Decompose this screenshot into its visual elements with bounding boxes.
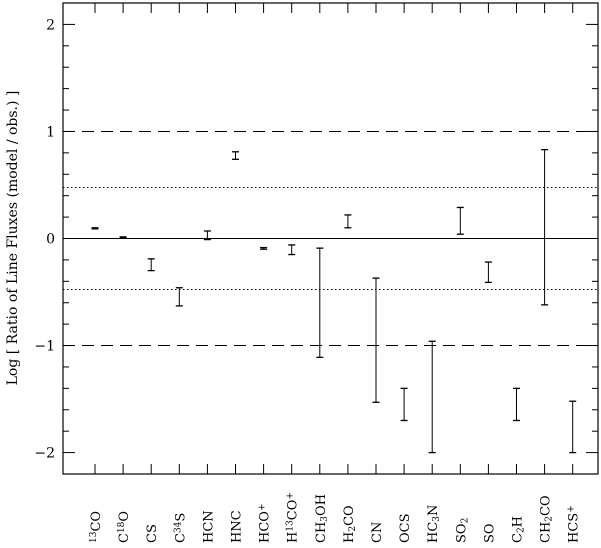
x-tick-label: CH2CO — [539, 495, 555, 543]
y-axis-label: Log [ Ratio of Line Fluxes (model / obs.… — [5, 91, 21, 386]
y-tick-label: 0 — [46, 232, 55, 248]
x-axis-labels: 13CO C18O CS C34S HCN HNC HCO+ H13CO+ CH3OH H2CO C… — [89, 492, 582, 543]
error-bar-ocs — [400, 387, 408, 422]
y-tick-label: 2 — [46, 17, 55, 33]
x-tick-label: HC3N — [426, 505, 442, 543]
x-tick-label: H13CO+ — [286, 492, 301, 543]
x-tick-label: CH3OH — [314, 494, 330, 543]
error-bar-ch2co — [541, 149, 549, 306]
x-tick-label: C2H — [511, 516, 527, 543]
error-bars — [91, 149, 577, 454]
error-bar-hc3n — [428, 340, 436, 454]
error-bar-so — [484, 261, 492, 284]
x-tick-label: HCN — [201, 510, 216, 543]
error-bar-c2h — [513, 387, 520, 422]
error-bar-hcs- — [569, 400, 577, 454]
x-tick-label: HCS+ — [567, 505, 582, 543]
error-bar-hnc — [232, 151, 239, 160]
error-bar-c34s — [175, 287, 183, 307]
y-tick-label: 1 — [46, 124, 55, 140]
error-bar-cn — [372, 277, 380, 403]
y-axis-ticks: 2 1 0 −1 −2 — [34, 2, 598, 475]
x-tick-label: SO — [482, 523, 497, 543]
error-bar-ch3oh — [316, 247, 324, 358]
x-tick-label: SO2 — [454, 518, 470, 543]
x-tick-label: 13CO — [89, 511, 104, 543]
x-tick-label: C34S — [173, 513, 188, 543]
y-tick-label: −1 — [34, 339, 55, 355]
x-tick-label: HNC — [230, 510, 245, 543]
error-bar-h2co — [344, 214, 352, 229]
y-tick-label: −2 — [34, 446, 55, 462]
x-axis-ticks — [94, 3, 574, 474]
error-bar-so2 — [456, 206, 464, 235]
x-tick-label: C18O — [117, 511, 132, 543]
error-bar-13co — [91, 227, 99, 230]
x-tick-label: H2CO — [342, 505, 358, 543]
x-tick-label: CS — [145, 524, 160, 543]
error-bar-cs — [147, 258, 155, 272]
reference-lines — [63, 130, 598, 347]
error-bar-hcn — [203, 230, 211, 241]
x-tick-label: OCS — [398, 513, 413, 543]
error-bar-h13co- — [288, 244, 296, 256]
error-bar-c18o — [119, 236, 127, 239]
error-bar-hco- — [260, 246, 268, 250]
x-tick-label: HCO+ — [258, 504, 273, 544]
x-tick-label: CN — [370, 522, 385, 543]
